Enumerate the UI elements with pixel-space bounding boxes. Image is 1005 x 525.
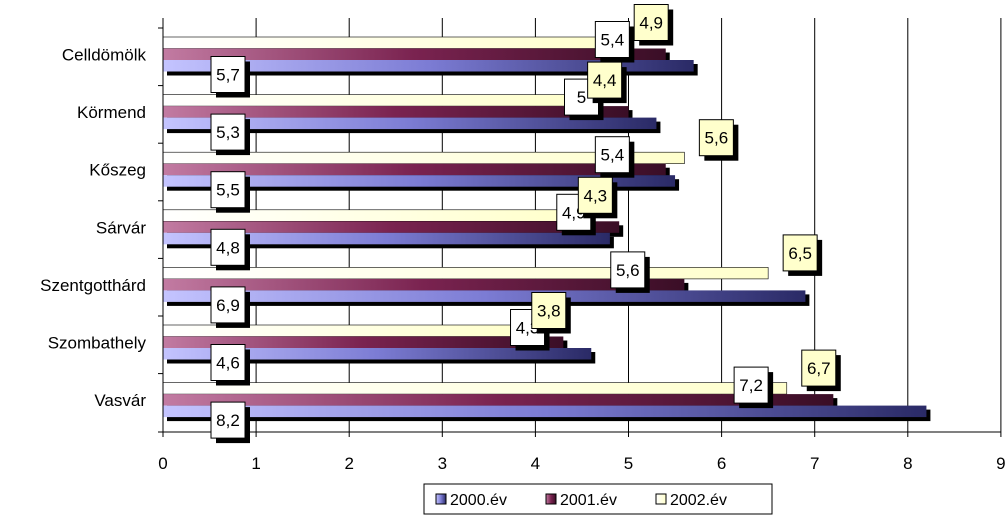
legend: 2000.év 2001.év 2002.év <box>423 483 773 515</box>
svg-text:2000.év: 2000.év <box>450 492 507 509</box>
bar-2001-ev-sarvar <box>163 221 620 233</box>
category-label-kormend: Körmend <box>77 103 146 122</box>
svg-text:5,6: 5,6 <box>616 261 640 280</box>
legend-box <box>423 483 773 515</box>
data-label-2000-ev-koszeg: 5,5 <box>210 171 250 213</box>
x-tick-label: 2 <box>344 454 353 473</box>
data-label-2000-ev-celldomolk: 5,7 <box>210 56 250 98</box>
svg-text:5,4: 5,4 <box>601 31 625 50</box>
axes: 0 1 2 3 4 5 6 7 8 9 Celldömölk Körmend Kőszeg Sárvár S… <box>40 18 1005 473</box>
category-label-koszeg: Kőszeg <box>89 161 146 180</box>
bar-2000-ev-szombathely <box>163 348 592 360</box>
bar-2000-ev-sarvar <box>163 232 610 245</box>
data-label-2000-ev-szombathely: 4,6 <box>210 344 250 386</box>
gridlines <box>255 18 1002 432</box>
data-label-2001-ev-celldomolk: 5,4 <box>594 21 635 63</box>
svg-text:5,5: 5,5 <box>216 181 240 200</box>
legend-item-2000-ev: 2000.év <box>435 492 507 509</box>
svg-text:5,3: 5,3 <box>216 123 240 142</box>
data-label-2000-ev-vasvar: 8,2 <box>210 401 250 444</box>
x-tick-label: 1 <box>251 454 260 473</box>
svg-text:4,3: 4,3 <box>584 186 608 205</box>
bars <box>162 36 931 422</box>
data-label-2001-ev-sarvar: 4,9 <box>556 193 596 236</box>
data-label-2000-ev-szentgotthard: 6,9 <box>210 286 250 328</box>
x-tick-label: 6 <box>717 454 726 473</box>
bar-2002-ev-vasvar <box>162 382 788 395</box>
data-label-2001-ev-koszeg: 5,4 <box>594 136 635 178</box>
svg-text:4,6: 4,6 <box>216 354 240 373</box>
data-label-2001-ev-vasvar: 7,2 <box>733 366 774 409</box>
category-label-szombathely: Szombathely <box>48 334 147 353</box>
x-tick-label: 7 <box>810 454 819 473</box>
svg-text:5,6: 5,6 <box>705 129 729 148</box>
bar-2000-ev-celldomolk <box>163 60 694 72</box>
svg-text:4,8: 4,8 <box>216 238 240 257</box>
x-tick-label: 5 <box>624 454 633 473</box>
data-label-2000-ev-kormend: 5,3 <box>210 113 250 156</box>
bar-2000-ev-szentgotthard <box>163 290 806 302</box>
data-label-2001-ev-szentgotthard: 5,6 <box>610 251 650 293</box>
data-labels: 5,75,44,95,354,45,55,45,64,84,94,36,95,6… <box>210 4 841 444</box>
x-tick-label: 3 <box>438 454 447 473</box>
x-tick-label: 9 <box>996 454 1005 473</box>
data-label-2002-ev-szombathely: 3,8 <box>531 292 571 334</box>
bar-2000-ev-kormend <box>163 117 657 130</box>
category-label-szentgotthard: Szentgotthárd <box>40 276 146 295</box>
data-label-2002-ev-sarvar: 4,3 <box>577 176 618 219</box>
svg-text:2001.év: 2001.év <box>560 492 617 509</box>
bar-2001-ev-vasvar <box>163 394 834 406</box>
svg-text:6,5: 6,5 <box>788 244 812 263</box>
data-label-2002-ev-szentgotthard: 6,5 <box>782 234 823 276</box>
x-tick-label: 8 <box>903 454 912 473</box>
category-label-celldomolk: Celldömölk <box>62 46 147 65</box>
svg-text:5,7: 5,7 <box>216 66 240 85</box>
svg-text:8,2: 8,2 <box>216 411 240 430</box>
svg-text:2002.év: 2002.év <box>670 492 727 509</box>
bar-2001-ev-szentgotthard <box>163 278 685 291</box>
svg-text:3,8: 3,8 <box>537 302 561 321</box>
svg-text:5: 5 <box>577 88 586 107</box>
legend-item-2002-ev: 2002.év <box>655 492 727 509</box>
bar-2002-ev-celldomolk <box>162 36 620 49</box>
data-label-2002-ev-vasvar: 6,7 <box>801 349 841 392</box>
legend-item-2001-ev: 2001.év <box>545 492 617 509</box>
svg-text:7,2: 7,2 <box>739 376 763 395</box>
category-label-vasvar: Vasvár <box>94 391 146 410</box>
data-label-2002-ev-celldomolk: 4,9 <box>633 4 674 46</box>
bar-2000-ev-koszeg <box>163 175 676 187</box>
svg-text:6,7: 6,7 <box>807 359 831 378</box>
x-tick-label: 4 <box>531 454 540 473</box>
bar-2001-ev-koszeg <box>163 163 666 176</box>
data-label-2002-ev-koszeg: 5,6 <box>698 119 739 161</box>
svg-text:4,9: 4,9 <box>639 14 663 33</box>
bar-2001-ev-kormend <box>163 106 629 118</box>
x-tick-label: 0 <box>158 454 167 473</box>
data-label-2000-ev-sarvar: 4,8 <box>210 228 250 271</box>
data-label-2002-ev-kormend: 4,4 <box>587 61 627 104</box>
bar-2001-ev-celldomolk <box>163 48 666 60</box>
svg-text:4,4: 4,4 <box>593 71 617 90</box>
bar-2001-ev-szombathely <box>163 336 564 348</box>
category-label-sarvar: Sárvár <box>96 218 146 237</box>
bar-2002-ev-szentgotthard <box>162 267 769 280</box>
svg-text:5,4: 5,4 <box>601 146 625 165</box>
svg-text:6,9: 6,9 <box>216 296 240 315</box>
bar-2000-ev-vasvar <box>163 405 927 418</box>
